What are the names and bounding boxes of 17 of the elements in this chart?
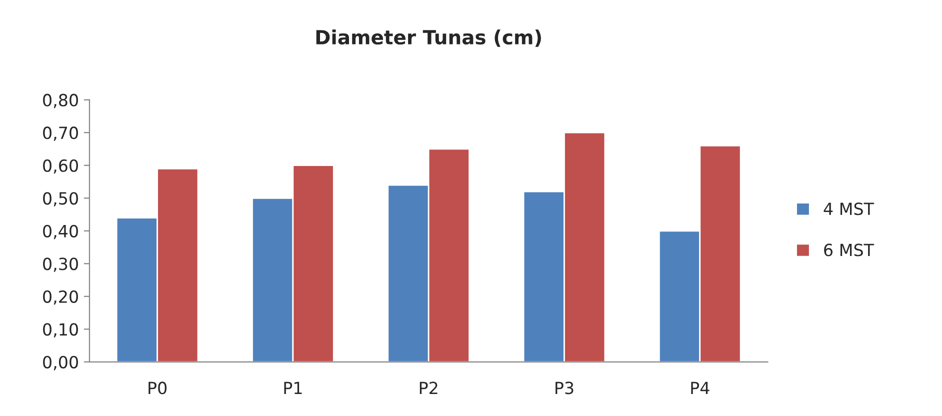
x-tick-label: P1 <box>284 382 302 394</box>
x-tick-label: P4 <box>691 382 710 394</box>
x-tick-label: P3 <box>556 382 574 394</box>
y-tick-label: 0,50 <box>43 192 78 206</box>
y-tick-label: 0,60 <box>43 159 78 174</box>
y-tick-label: 0,40 <box>43 224 78 240</box>
y-tick-label: 0,10 <box>43 323 78 338</box>
y-tick-label: 0,70 <box>43 126 78 141</box>
x-tick-label: P2 <box>420 382 438 394</box>
x-tick-label: P0 <box>148 382 167 394</box>
y-tick-label: 0,00 <box>43 356 78 370</box>
y-tick-label: 0,20 <box>43 290 78 305</box>
chart-title: Diameter Tunas (cm) <box>316 30 541 47</box>
legend-label: 4 MST <box>824 202 874 216</box>
y-tick-label: 0,80 <box>43 94 78 108</box>
y-tick-label: 0,30 <box>43 258 78 272</box>
legend-label: 6 MST <box>824 244 874 256</box>
